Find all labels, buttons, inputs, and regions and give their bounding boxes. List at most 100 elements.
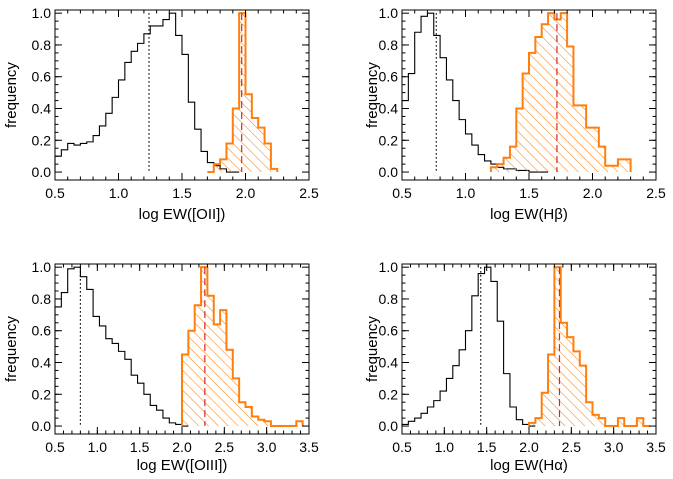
oiii-hatch-bin bbox=[258, 419, 265, 427]
hbeta-xtick-label: 2.5 bbox=[646, 185, 666, 201]
panel-oiii-xlabel: log EW([OIII]) bbox=[137, 457, 228, 474]
panel-halpha-yticks: 0.0 0.2 0.4 0.6 0.8 1.0 bbox=[379, 259, 656, 434]
hbeta-hatch-bin bbox=[605, 165, 612, 173]
hbeta-xtick-label: 2.0 bbox=[583, 185, 603, 201]
oiii-hatch-bin bbox=[182, 354, 189, 427]
oiii-hatch-bin bbox=[220, 310, 227, 427]
halpha-hatch-bin bbox=[529, 422, 536, 427]
panel-oii-xlabel: log EW([OII]) bbox=[139, 206, 226, 223]
halpha-parent-histogram bbox=[401, 266, 536, 427]
hbeta-hatch-bin bbox=[598, 146, 606, 173]
panel-oii-ylabel: frequency bbox=[3, 62, 20, 128]
oiii-xtick-label: 2.0 bbox=[172, 439, 192, 455]
hbeta-hatch-bin bbox=[579, 105, 587, 173]
oii-hatch-bin bbox=[258, 127, 265, 173]
oii-ytick-label: 0.2 bbox=[32, 132, 52, 148]
oii-xtick-label: 1.0 bbox=[109, 185, 129, 201]
hbeta-hatch-bin bbox=[617, 159, 625, 173]
halpha-hatch-bin bbox=[573, 351, 580, 427]
hbeta-ytick-label: 1.0 bbox=[379, 5, 399, 21]
oii-hatch-bin bbox=[251, 118, 259, 173]
panel-hbeta-xticks: 0.5 1.0 1.5 2.0 2.5 bbox=[392, 10, 666, 201]
halpha-hatch-bin bbox=[567, 337, 574, 427]
hbeta-hatch-bin bbox=[522, 73, 529, 173]
halpha-xtick-label: 1.5 bbox=[477, 439, 497, 455]
hbeta-hatch-bin bbox=[497, 164, 504, 173]
hbeta-hatch-bin bbox=[516, 108, 523, 173]
oiii-hatch-bin bbox=[201, 267, 208, 427]
oiii-xtick-label: 2.5 bbox=[215, 439, 235, 455]
hbeta-xtick-label: 1.0 bbox=[456, 185, 476, 201]
panel-hbeta-marks bbox=[401, 12, 632, 173]
halpha-xtick-label: 2.0 bbox=[519, 439, 539, 455]
panel-oii-marks bbox=[54, 12, 279, 174]
oii-ytick-label: 0.8 bbox=[32, 37, 52, 53]
panel-halpha-xticks: 0.5 1.0 1.5 2.0 2.5 3.0 3.5 bbox=[392, 264, 666, 455]
oiii-hatch-bin bbox=[213, 324, 221, 427]
hbeta-hatch-bin bbox=[611, 165, 618, 173]
hbeta-hatch-bin bbox=[503, 157, 510, 173]
oiii-hatch-bin bbox=[245, 406, 252, 427]
panel-oii: 0.5 1.0 1.5 2.0 2.5 0.0 0.2 0.4 0.6 0.8 1.0 log E… bbox=[3, 5, 319, 223]
hbeta-xtick-label: 0.5 bbox=[392, 185, 412, 201]
halpha-hatch-bin bbox=[541, 392, 549, 427]
panel-halpha: 0.5 1.0 1.5 2.0 2.5 3.0 3.5 0.0 0.2 0.4 0.6 0.8 1.0… bbox=[364, 259, 666, 474]
halpha-ytick-label: 0.6 bbox=[379, 323, 399, 339]
oiii-hatch-bin bbox=[251, 416, 259, 427]
oiii-hatch-bin bbox=[207, 295, 214, 427]
oii-ytick-label: 1.0 bbox=[32, 5, 52, 21]
hbeta-hatch-bin bbox=[529, 52, 536, 173]
panel-oii-yticks: 0.0 0.2 0.4 0.6 0.8 1.0 bbox=[32, 5, 309, 180]
oiii-ytick-label: 0.6 bbox=[32, 323, 52, 339]
hbeta-sample-histogram bbox=[489, 12, 632, 173]
oii-hatch-bin bbox=[270, 168, 278, 173]
oii-parent-histogram bbox=[54, 12, 240, 173]
oiii-xtick-label: 0.5 bbox=[45, 439, 65, 455]
halpha-hatch-bin bbox=[535, 418, 542, 427]
halpha-xtick-label: 3.5 bbox=[646, 439, 666, 455]
panel-halpha-xlabel: log EW(Hα) bbox=[490, 457, 568, 474]
oii-xtick-label: 2.5 bbox=[299, 185, 319, 201]
oii-xtick-label: 2.0 bbox=[236, 185, 256, 201]
oiii-hatch-bin bbox=[296, 421, 303, 427]
halpha-hatch-bin bbox=[579, 365, 587, 427]
panel-hbeta-ylabel: frequency bbox=[364, 62, 381, 128]
halpha-xtick-label: 2.5 bbox=[562, 439, 582, 455]
oiii-sample-histogram bbox=[181, 266, 304, 428]
oii-hatch-bin bbox=[239, 13, 246, 173]
oii-xtick-label: 1.5 bbox=[172, 185, 192, 201]
hbeta-ytick-label: 0.0 bbox=[379, 164, 399, 180]
halpha-ytick-label: 1.0 bbox=[379, 259, 399, 275]
hbeta-xtick-label: 1.5 bbox=[519, 185, 539, 201]
oiii-ytick-label: 0.0 bbox=[32, 418, 52, 434]
oii-xtick-label: 0.5 bbox=[45, 185, 65, 201]
halpha-hatch-bin bbox=[586, 402, 593, 427]
hbeta-ytick-label: 0.2 bbox=[379, 132, 399, 148]
panel-hbeta-xlabel: log EW(Hβ) bbox=[490, 206, 568, 223]
halpha-ytick-label: 0.2 bbox=[379, 386, 399, 402]
oiii-parent-histogram bbox=[54, 266, 189, 427]
halpha-xtick-label: 1.0 bbox=[435, 439, 455, 455]
oiii-ytick-label: 1.0 bbox=[32, 259, 52, 275]
halpha-hatch-bin bbox=[554, 267, 561, 427]
hbeta-hatch-bin bbox=[573, 105, 580, 173]
panel-oiii-ylabel: frequency bbox=[3, 316, 20, 382]
oiii-ytick-label: 0.4 bbox=[32, 355, 52, 371]
panel-halpha-marks bbox=[401, 266, 650, 428]
halpha-xtick-label: 3.0 bbox=[604, 439, 624, 455]
oiii-xtick-label: 1.5 bbox=[130, 439, 150, 455]
halpha-ytick-label: 0.0 bbox=[379, 418, 399, 434]
hbeta-hatch-bin bbox=[586, 127, 593, 173]
halpha-hatch-bin bbox=[548, 354, 555, 427]
panel-halpha-ylabel: frequency bbox=[364, 316, 381, 382]
halpha-xtick-label: 0.5 bbox=[392, 439, 412, 455]
hbeta-hatch-bin bbox=[554, 19, 561, 173]
panel-hbeta-yticks: 0.0 0.2 0.4 0.6 0.8 1.0 bbox=[379, 5, 656, 180]
oii-hatch-bin bbox=[226, 143, 233, 173]
halpha-ytick-label: 0.4 bbox=[379, 355, 399, 371]
hbeta-hatch-bin bbox=[490, 167, 498, 173]
hbeta-hatch-bin bbox=[567, 46, 574, 173]
oiii-hatch-bin bbox=[264, 421, 271, 427]
halpha-hatch-bin bbox=[592, 414, 599, 427]
